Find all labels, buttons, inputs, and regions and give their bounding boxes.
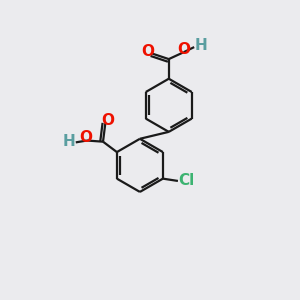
Text: O: O xyxy=(101,113,114,128)
Text: O: O xyxy=(141,44,154,59)
Text: O: O xyxy=(79,130,92,145)
Text: H: H xyxy=(195,38,208,53)
Text: Cl: Cl xyxy=(178,173,195,188)
Text: O: O xyxy=(177,42,190,57)
Text: H: H xyxy=(63,134,76,149)
